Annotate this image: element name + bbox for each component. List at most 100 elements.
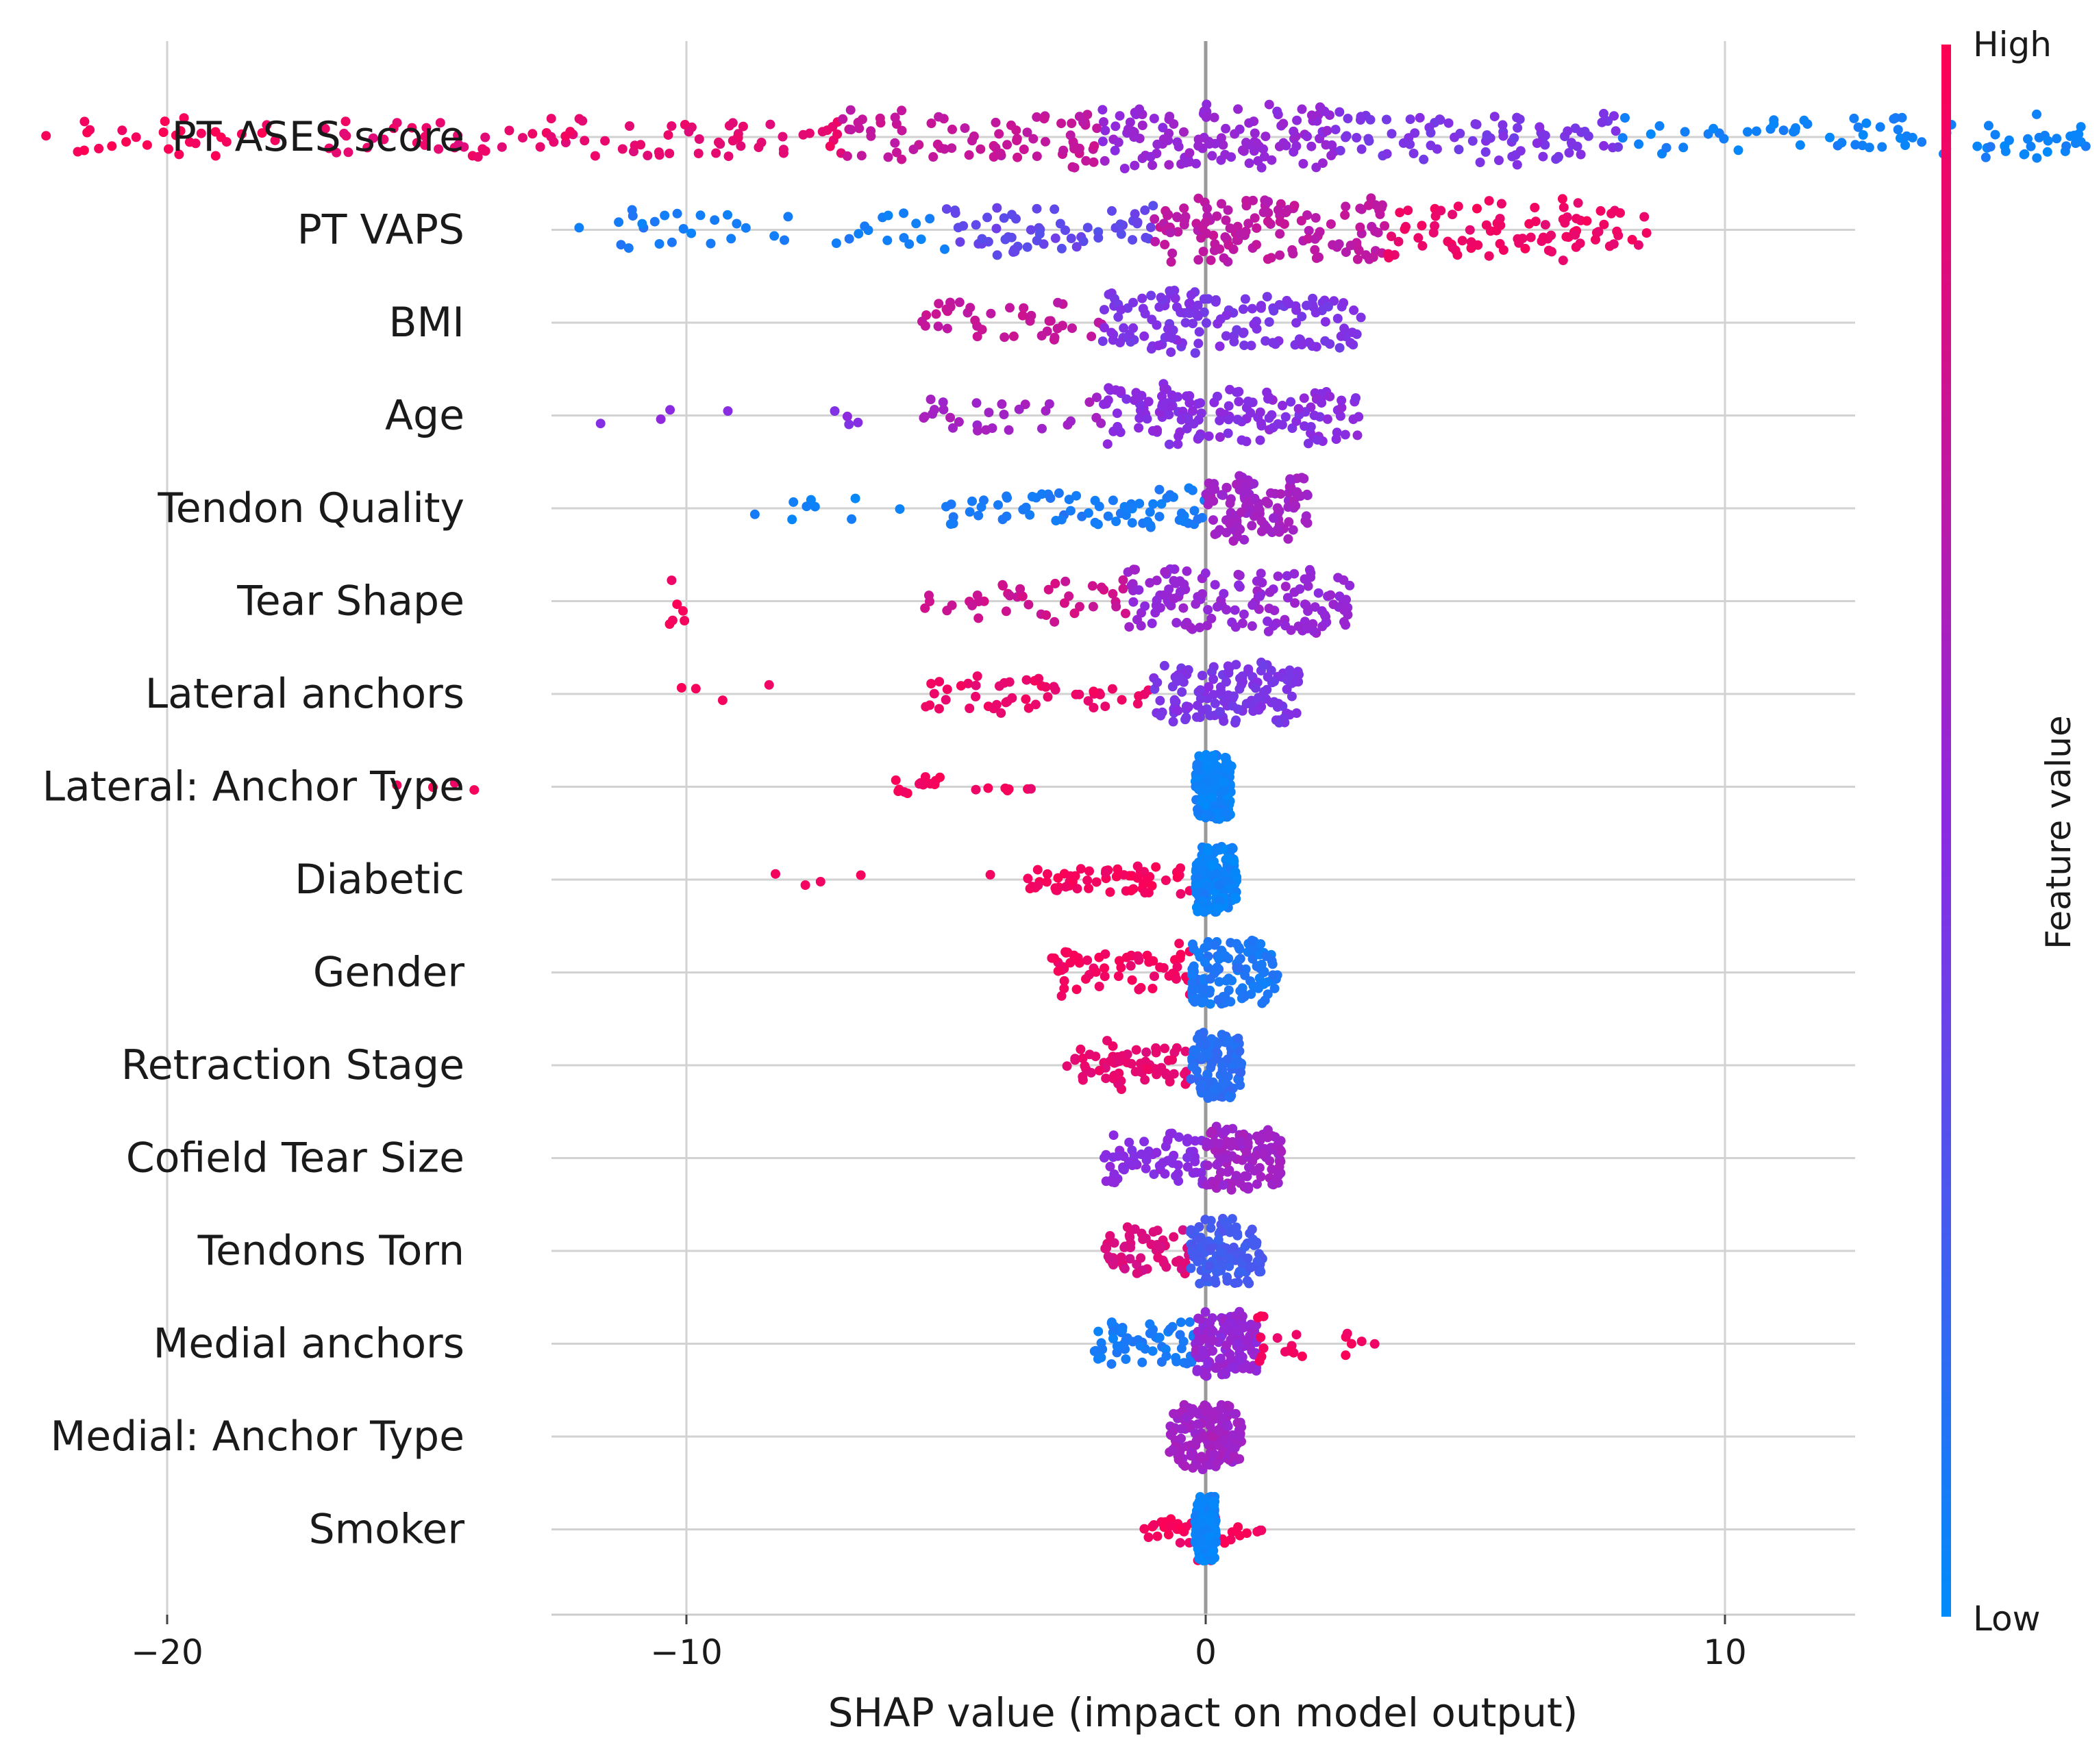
shap-point (741, 223, 751, 233)
shap-point (1049, 953, 1059, 963)
shap-point (1124, 622, 1134, 632)
shap-point (1248, 195, 1258, 206)
shap-point (1172, 962, 1182, 972)
shap-point (1215, 415, 1225, 425)
shap-point (1243, 1138, 1253, 1148)
shap-point (1216, 1247, 1226, 1258)
shap-point (1223, 205, 1233, 215)
shap-point (919, 413, 929, 423)
shap-point (1082, 955, 1093, 965)
shap-point (771, 869, 780, 879)
shap-point (1306, 141, 1317, 151)
shap-point (1100, 949, 1110, 959)
shap-point (1219, 716, 1229, 726)
shap-point (1513, 234, 1523, 244)
shap-point (2000, 146, 2011, 156)
shap-point (1278, 119, 1289, 129)
shap-point (1032, 151, 1042, 162)
shap-point (1204, 1260, 1215, 1271)
shap-point (1121, 1354, 1131, 1364)
shap-point (1297, 473, 1307, 483)
shap-point (1134, 499, 1145, 509)
shap-point (832, 129, 843, 139)
shap-point (1097, 582, 1106, 593)
shap-point (918, 780, 928, 790)
shap-point (953, 223, 963, 233)
shap-point (895, 504, 905, 514)
shap-point (1244, 118, 1254, 128)
feature-label: Tendon Quality (157, 484, 464, 532)
shap-point (1171, 1043, 1182, 1053)
shap-point (1045, 493, 1056, 504)
shap-point (845, 105, 856, 115)
shap-point (1154, 484, 1165, 495)
feature-label: Gender (313, 949, 464, 997)
shap-point (1108, 1073, 1119, 1083)
shap-point (1070, 1054, 1080, 1064)
shap-point (925, 214, 935, 224)
shap-point (1173, 1454, 1184, 1465)
shap-point (1107, 206, 1117, 216)
shap-point (407, 123, 417, 133)
shap-point (1208, 1335, 1218, 1345)
shap-point (838, 114, 848, 124)
shap-point (1210, 940, 1220, 950)
shap-point (1184, 1317, 1195, 1327)
shap-point (1202, 99, 1212, 110)
shap-point (1167, 248, 1178, 258)
shap-point (1113, 312, 1123, 322)
shap-point (1173, 142, 1184, 152)
shap-point (1983, 121, 1994, 131)
shap-point (1850, 140, 1861, 150)
shap-point (1202, 1180, 1212, 1190)
shap-point (994, 129, 1004, 139)
shap-point (1314, 252, 1324, 262)
shap-point (1179, 517, 1189, 527)
shap-point (1180, 667, 1191, 677)
shap-point (1172, 676, 1182, 686)
shap-point (1145, 222, 1156, 232)
shap-point (1262, 292, 1272, 302)
shap-point (1119, 1263, 1130, 1274)
shap-point (828, 122, 838, 132)
shap-point (1302, 490, 1313, 501)
shap-point (1141, 1163, 1151, 1173)
shap-point (1208, 515, 1218, 525)
shap-point (1093, 519, 1103, 530)
shap-point (1215, 432, 1225, 442)
shap-point (1004, 677, 1015, 687)
shap-point (684, 127, 694, 137)
shap-point (1160, 1043, 1170, 1054)
shap-point (1176, 1317, 1186, 1328)
shap-point (1179, 580, 1189, 589)
shap-point (1182, 1358, 1192, 1369)
shap-point (1060, 576, 1071, 586)
shap-point (1233, 1033, 1243, 1043)
shap-point (1498, 131, 1508, 141)
shap-point (728, 118, 738, 128)
shap-point (1225, 1093, 1235, 1103)
shap-point (749, 509, 760, 519)
shap-point (1240, 970, 1250, 980)
shap-point (1349, 305, 1359, 315)
shap-point (1256, 303, 1266, 313)
shap-point (1443, 118, 1454, 128)
shap-point (1259, 151, 1269, 162)
shap-point (1264, 413, 1274, 423)
shap-point (1334, 343, 1345, 353)
shap-point (1256, 419, 1266, 428)
shap-point (190, 138, 201, 149)
shap-point (1472, 203, 1482, 214)
shap-point (600, 136, 610, 146)
shap-point (1152, 1147, 1162, 1158)
shap-point (1210, 239, 1220, 249)
shap-point (1709, 123, 1719, 134)
shap-point (842, 411, 852, 421)
shap-point (1195, 1501, 1206, 1511)
shap-point (1059, 983, 1069, 993)
shap-point (1267, 1179, 1278, 1189)
shap-point (527, 129, 538, 139)
shap-point (1256, 1352, 1267, 1362)
shap-point (960, 123, 970, 133)
shap-point (1322, 414, 1332, 424)
